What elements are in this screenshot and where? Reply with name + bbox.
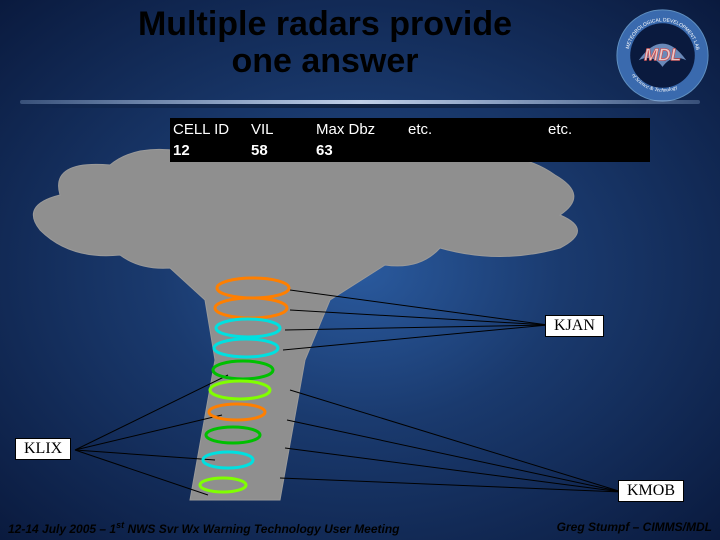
radar-label-kjan: KJAN bbox=[545, 315, 604, 337]
footer-left: 12-14 July 2005 – 1st NWS Svr Wx Warning… bbox=[8, 520, 399, 536]
slide: METEOROLOGICAL DEVELOPMENT LAB of Scienc… bbox=[0, 0, 720, 540]
slide-title: Multiple radars provide one answer bbox=[0, 6, 720, 81]
value-etc2 bbox=[546, 140, 626, 161]
value-cell-id: 12 bbox=[171, 140, 249, 161]
radar-label-klix: KLIX bbox=[15, 438, 71, 460]
table-header-row: CELL ID VIL Max Dbz etc. etc. bbox=[171, 119, 649, 140]
header-max-dbz: Max Dbz bbox=[314, 119, 406, 140]
table-value-row: 12 58 63 bbox=[171, 140, 649, 161]
value-vil: 58 bbox=[249, 140, 314, 161]
value-max-dbz: 63 bbox=[314, 140, 406, 161]
radar-label-kmob: KMOB bbox=[618, 480, 684, 502]
header-cell-id: CELL ID bbox=[171, 119, 249, 140]
footer-right: Greg Stumpf – CIMMS/MDL bbox=[557, 520, 712, 536]
value-etc1 bbox=[406, 140, 546, 161]
cell-data-table: CELL ID VIL Max Dbz etc. etc. 12 58 63 bbox=[170, 118, 650, 162]
title-line-1: Multiple radars provide bbox=[138, 5, 512, 43]
slide-footer: 12-14 July 2005 – 1st NWS Svr Wx Warning… bbox=[8, 520, 712, 536]
title-line-2: one answer bbox=[40, 43, 610, 80]
header-vil: VIL bbox=[249, 119, 314, 140]
header-etc1: etc. bbox=[406, 119, 546, 140]
header-etc2: etc. bbox=[546, 119, 626, 140]
content-area: CELL ID VIL Max Dbz etc. etc. 12 58 63 K… bbox=[0, 100, 720, 510]
